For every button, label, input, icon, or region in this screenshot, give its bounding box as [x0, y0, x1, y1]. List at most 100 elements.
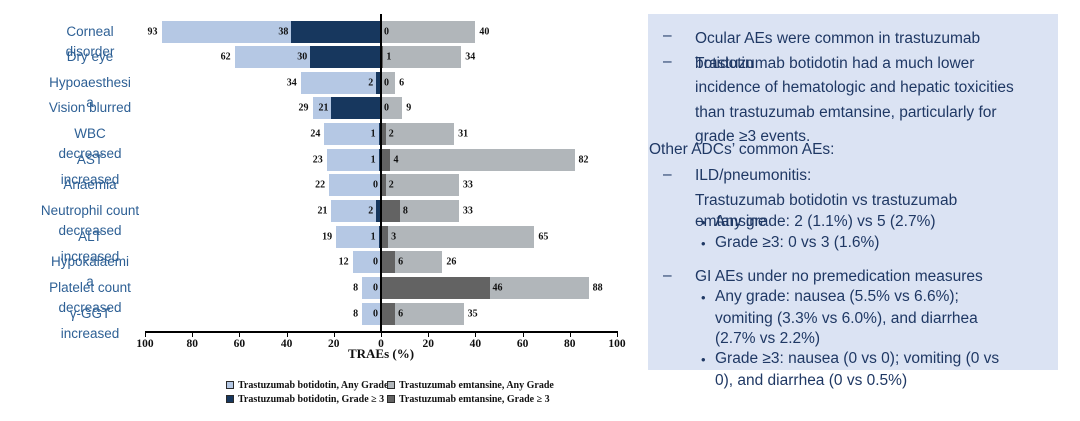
summary-panel-background: [648, 14, 1058, 370]
bar-emtansine-grade3: [381, 225, 389, 248]
panel-line: 0), and diarrhea (0 vs 0.5%): [701, 371, 999, 392]
bar-emtansine-any: [381, 71, 396, 94]
value-botidotin-grade3: 38: [278, 26, 289, 37]
panel-item: • Any grade: nausea (5.5% vs 6.6%); vomiti…: [701, 287, 978, 350]
panel-item: Other ADCs’ common AEs:: [649, 139, 835, 161]
bar-emtansine-any: [381, 97, 403, 120]
value-botidotin-grade3: 0: [373, 179, 378, 191]
value-botidotin-any: 8: [353, 308, 359, 320]
panel-line: (2.7% vs 2.2%): [701, 329, 978, 350]
panel-line: incidence of hematologic and hepatic tox…: [695, 76, 1014, 100]
value-emtansine-any: 82: [578, 154, 589, 166]
category-label: Hypoaesthesi: [49, 74, 131, 90]
value-botidotin-grade3: 0: [373, 282, 378, 294]
value-botidotin-grade3: 1: [370, 154, 376, 166]
dash-icon: –: [663, 27, 672, 44]
bar-botidotin-any: [352, 251, 381, 274]
value-botidotin-any: 23: [312, 154, 323, 166]
panel-line: vomiting (3.3% vs 6.0%), and diarrhea: [701, 309, 978, 330]
bar-emtansine-any: [381, 174, 459, 197]
panel-text: botidotin: [695, 55, 754, 72]
panel-text: Trastuzumab botidotin vs trastuzumab: [695, 192, 958, 209]
dash-icon: –: [663, 267, 672, 284]
value-emtansine-grade3: 0: [384, 26, 389, 37]
panel-item: • Any grade: 2 (1.1%) vs 5 (2.7%): [701, 211, 936, 233]
x-axis-tick: [333, 331, 335, 337]
value-botidotin-any: 21: [317, 205, 328, 217]
dash-icon: –: [663, 53, 672, 70]
value-emtansine-any: 31: [458, 128, 469, 140]
value-emtansine-grade3: 0: [384, 77, 389, 89]
panel-item: Ocular AEs were common in trastuzumab bot…: [695, 26, 980, 76]
bar-botidotin-grade3: [291, 20, 381, 43]
bar-botidotin-any: [329, 174, 381, 197]
value-botidotin-any: 8: [353, 282, 359, 294]
panel-item: Trastuzumab botidotin vs trastuzumab emta…: [695, 190, 957, 232]
category-label: Neutrophil count: [40, 203, 140, 219]
panel-item: • Grade ≥3: nausea (0 vs 0); vomiting (0 …: [701, 349, 999, 391]
legend-label: Trastuzumab botidotin, Any Grade: [238, 380, 389, 391]
value-botidotin-any: 34: [286, 77, 297, 89]
x-axis-tick: [239, 331, 241, 337]
x-axis-tick: [192, 331, 194, 337]
value-emtansine-any: 6: [399, 77, 405, 89]
value-botidotin-grade3: 21: [318, 102, 329, 114]
category-label: a: [86, 274, 94, 290]
bar-emtansine-any: [381, 302, 464, 325]
panel-line: Ocular AEs were common in trastuzumab: [695, 26, 980, 51]
value-botidotin-any: 12: [338, 256, 349, 268]
value-emtansine-grade3: 46: [492, 282, 503, 294]
category-label: Hypokalaemi: [50, 254, 130, 270]
bar-emtansine-grade3: [381, 200, 400, 223]
panel-item: Trastuzumab botidotin had a much lower in…: [695, 52, 1014, 149]
value-botidotin-any: 29: [298, 102, 309, 114]
bullet-icon: •: [701, 290, 706, 305]
value-botidotin-grade3: 30: [297, 51, 308, 63]
category-label: WBC: [74, 126, 106, 142]
category-label: Platelet count: [49, 280, 131, 296]
panel-text: GI AEs under no premedication measures: [695, 268, 983, 285]
panel-line: Trastuzumab botidotin vs trastuzumab: [695, 190, 957, 211]
bar-emtansine-grade3: [381, 46, 384, 69]
bullet-icon: •: [701, 352, 706, 367]
panel-line: • Grade ≥3: nausea (0 vs 0); vomiting (0 …: [701, 349, 999, 371]
x-tick-label: 100: [136, 338, 154, 350]
category-label: Anaemia: [63, 177, 117, 193]
category-label: increased: [60, 325, 120, 341]
bar-botidotin-grade3: [310, 46, 381, 69]
value-botidotin-grade3: 0: [373, 256, 378, 268]
panel-text: (2.7% vs 2.2%): [715, 330, 821, 348]
value-emtansine-any: 33: [462, 179, 473, 191]
value-emtansine-grade3: 3: [391, 231, 397, 243]
value-botidotin-any: 93: [147, 26, 158, 37]
panel-text: incidence of hematologic and hepatic tox…: [695, 79, 1014, 97]
category-label: decreased: [58, 300, 122, 316]
bullet-icon: •: [701, 215, 706, 230]
value-emtansine-grade3: 4: [393, 154, 399, 166]
bar-botidotin-any: [362, 277, 381, 300]
value-emtansine-any: 40: [479, 26, 490, 37]
category-label: increased: [60, 171, 120, 187]
category-label: Vision blurred: [48, 100, 132, 116]
value-emtansine-any: 88: [592, 282, 603, 294]
panel-line: Trastuzumab botidotin had a much lower: [695, 52, 1014, 76]
x-tick-label: 60: [233, 338, 246, 350]
x-axis-tick: [617, 331, 618, 337]
x-axis-tick: [145, 331, 146, 337]
panel-line: grade ≥3 events.: [695, 125, 1014, 149]
category-label: γ-GGT: [69, 305, 111, 321]
x-tick-label: 40: [469, 338, 482, 350]
bar-botidotin-grade3: [378, 225, 381, 248]
bar-botidotin-grade3: [378, 148, 381, 171]
category-label: Dry eye: [66, 49, 114, 65]
bar-emtansine-grade3: [381, 148, 391, 171]
x-tick-label: 80: [564, 338, 576, 350]
panel-text: emtansine: [695, 213, 767, 230]
panel-line: ILD/pneumonitis:: [695, 165, 811, 187]
x-tick-label: 0: [378, 338, 384, 350]
category-label: ALT: [78, 228, 102, 244]
value-emtansine-any: 35: [467, 308, 478, 320]
x-axis-tick: [286, 331, 288, 337]
